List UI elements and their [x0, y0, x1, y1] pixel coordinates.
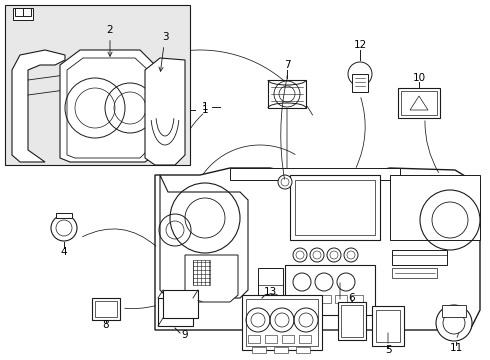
Bar	[230, 168, 400, 180]
Bar	[341, 305, 363, 337]
Bar	[398, 88, 440, 118]
Polygon shape	[155, 168, 480, 330]
Text: 9: 9	[182, 330, 188, 340]
Text: 10: 10	[413, 73, 425, 83]
Polygon shape	[12, 50, 65, 162]
Circle shape	[278, 175, 292, 189]
Bar	[282, 335, 294, 343]
Bar	[242, 295, 322, 350]
Bar	[23, 8, 31, 16]
Bar	[274, 347, 288, 353]
Bar	[303, 295, 315, 303]
Polygon shape	[60, 50, 155, 162]
Bar	[285, 265, 375, 315]
Text: 13: 13	[264, 287, 277, 297]
Text: 12: 12	[353, 40, 367, 50]
Bar	[338, 302, 366, 340]
Bar	[287, 295, 299, 303]
Polygon shape	[145, 58, 185, 165]
Bar	[163, 290, 198, 318]
Text: 5: 5	[385, 345, 392, 355]
Circle shape	[436, 305, 472, 341]
Bar	[248, 335, 260, 343]
Bar	[390, 175, 480, 240]
Bar	[5, 5, 190, 165]
Bar	[351, 295, 363, 303]
Bar	[252, 347, 266, 353]
Bar	[265, 335, 277, 343]
Bar	[296, 347, 310, 353]
Bar	[92, 298, 120, 320]
Bar	[335, 295, 347, 303]
Circle shape	[51, 215, 77, 241]
Text: 3: 3	[159, 32, 168, 71]
Text: 1: 1	[202, 102, 208, 112]
Polygon shape	[185, 255, 238, 302]
Bar	[319, 295, 331, 303]
Text: 4: 4	[61, 247, 67, 257]
Bar	[442, 305, 466, 317]
Text: 1: 1	[202, 105, 208, 115]
Bar	[193, 260, 210, 285]
Bar	[392, 250, 447, 265]
Bar	[268, 80, 306, 108]
Bar	[352, 74, 368, 92]
Bar	[376, 310, 400, 342]
Bar	[401, 91, 437, 115]
Text: 7: 7	[284, 60, 290, 70]
Bar	[392, 268, 437, 278]
Bar	[295, 180, 375, 235]
Bar	[246, 299, 318, 346]
Text: 11: 11	[449, 343, 463, 353]
Bar	[299, 335, 311, 343]
Bar	[13, 8, 33, 20]
Bar	[95, 301, 117, 317]
Bar	[56, 213, 72, 218]
Bar	[290, 175, 380, 240]
Text: 6: 6	[349, 293, 355, 303]
Bar	[372, 306, 404, 346]
Bar	[258, 268, 283, 313]
Bar	[15, 8, 23, 16]
Text: 8: 8	[103, 320, 109, 330]
Bar	[158, 298, 193, 326]
Text: 2: 2	[107, 25, 113, 56]
Polygon shape	[160, 175, 248, 298]
Circle shape	[348, 62, 372, 86]
